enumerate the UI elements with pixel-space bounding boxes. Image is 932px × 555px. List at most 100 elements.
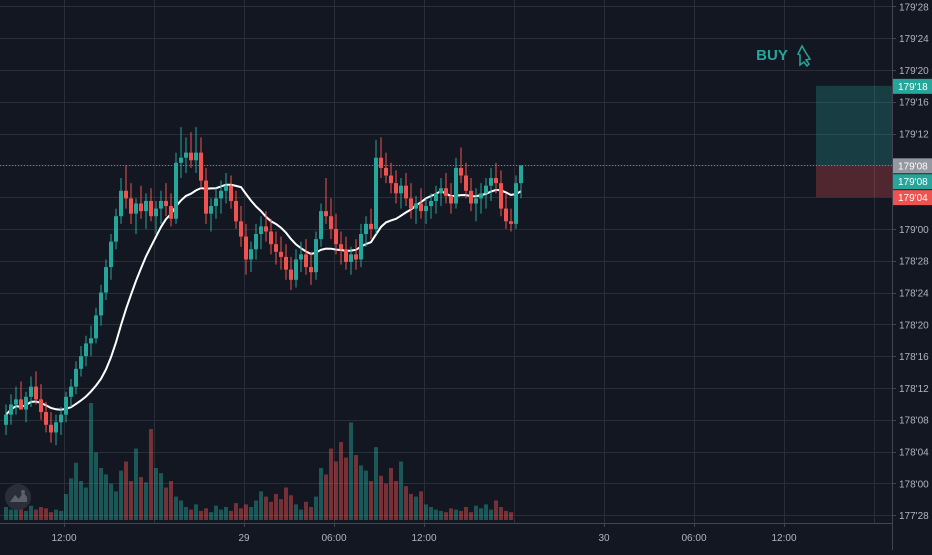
- price-tick-label: 178'20: [899, 320, 929, 331]
- candle-body: [404, 185, 408, 199]
- candle: [454, 157, 458, 209]
- hand-cursor-icon: [796, 44, 812, 68]
- candle: [279, 236, 283, 270]
- candle-body: [294, 259, 298, 280]
- candle: [509, 208, 513, 232]
- candle-body: [499, 183, 503, 209]
- candle-body: [164, 200, 168, 207]
- candle-body: [379, 157, 383, 168]
- candle: [404, 172, 408, 207]
- candle-body: [389, 175, 393, 184]
- volume-bar: [214, 505, 218, 520]
- time-tick-label: 30: [598, 533, 610, 544]
- candle: [69, 379, 73, 407]
- candle-body: [59, 414, 63, 423]
- candle: [34, 371, 38, 405]
- candle-body: [54, 422, 58, 433]
- candle: [159, 190, 163, 224]
- time-axis-panel: [0, 523, 892, 550]
- volume-bar: [219, 509, 223, 520]
- candle-body: [419, 203, 423, 212]
- candle-body: [49, 424, 53, 433]
- price-badge-bg: [893, 158, 932, 174]
- candle: [149, 188, 153, 222]
- candle: [379, 137, 383, 179]
- candle-body: [69, 386, 73, 397]
- volume-bar: [344, 457, 348, 520]
- volume-bar: [359, 465, 363, 520]
- candle-body: [239, 221, 243, 237]
- candle: [329, 198, 333, 240]
- volume-bar: [409, 494, 413, 520]
- volume-bar: [464, 507, 468, 520]
- volume-bar: [29, 505, 33, 520]
- candle: [189, 132, 193, 168]
- price-badge-label: 179'04: [898, 193, 928, 204]
- candle-body: [94, 315, 98, 339]
- volume-bar: [499, 507, 503, 520]
- volume-bar: [119, 470, 123, 520]
- candle: [464, 162, 468, 199]
- price-tick-label: 178'16: [899, 352, 929, 363]
- volume-bar: [394, 481, 398, 520]
- candle: [299, 241, 303, 273]
- candle: [89, 325, 93, 357]
- candle: [204, 167, 208, 224]
- volume-bar: [444, 512, 448, 520]
- volume-bar: [399, 461, 403, 520]
- volume-bar: [149, 429, 153, 520]
- moving-average-line: [5, 183, 522, 416]
- candles: [4, 127, 523, 446]
- candle-body: [409, 198, 413, 209]
- volume-bar: [204, 508, 208, 520]
- candle: [249, 241, 253, 273]
- volume-bar: [264, 496, 268, 520]
- candle-body: [34, 386, 38, 400]
- candle-body: [329, 216, 333, 229]
- candle: [364, 216, 368, 247]
- candle-body: [119, 190, 123, 217]
- candle: [304, 239, 308, 275]
- volume-bar: [159, 473, 163, 520]
- volume-bar: [89, 403, 93, 520]
- candle: [494, 162, 498, 194]
- volume-bar: [114, 491, 118, 520]
- candle: [409, 183, 413, 219]
- candle-body: [264, 226, 268, 232]
- candle: [124, 165, 128, 209]
- candle: [434, 185, 438, 214]
- candle-body: [109, 241, 113, 268]
- time-tick-label: 12:00: [411, 533, 436, 544]
- volume-bar: [64, 494, 68, 520]
- candle: [199, 137, 203, 189]
- candle-body: [19, 399, 23, 410]
- candle: [59, 406, 63, 435]
- candle: [259, 216, 263, 250]
- candle: [394, 170, 398, 204]
- candle: [14, 386, 18, 415]
- candle: [139, 185, 143, 219]
- candle: [514, 175, 518, 229]
- candle-body: [149, 200, 153, 217]
- candle-body: [414, 203, 418, 209]
- candle: [74, 361, 78, 395]
- candle-body: [364, 223, 368, 235]
- candle: [294, 249, 298, 288]
- candle: [214, 188, 218, 219]
- candle-body: [14, 399, 18, 405]
- candle-body: [334, 228, 338, 245]
- candle-body: [339, 244, 343, 250]
- candle: [209, 198, 213, 232]
- candle: [154, 200, 158, 235]
- tradingview-logo-icon[interactable]: [5, 484, 31, 510]
- candle: [99, 284, 103, 326]
- candle: [4, 404, 8, 435]
- volume-bars: [4, 403, 513, 520]
- candle-body: [4, 414, 8, 425]
- candle-body: [184, 152, 188, 158]
- volume-bar: [369, 481, 373, 520]
- candle-body: [449, 195, 453, 204]
- candle-body: [219, 190, 223, 199]
